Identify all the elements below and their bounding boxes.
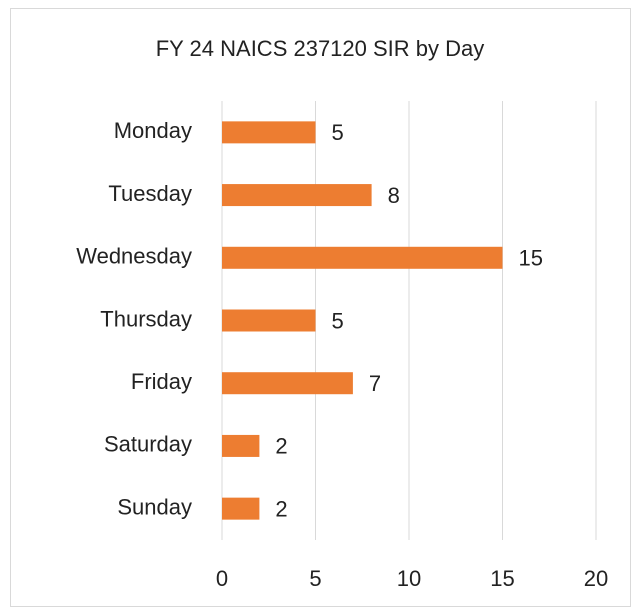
- data-label: 15: [519, 246, 543, 271]
- data-label: 7: [369, 371, 381, 396]
- x-tick-label: 10: [397, 566, 421, 591]
- bar: [222, 309, 316, 332]
- data-label: 5: [332, 308, 344, 333]
- y-tick-label: Wednesday: [76, 244, 192, 269]
- bar: [222, 434, 260, 457]
- bar: [222, 497, 260, 520]
- y-tick-label: Friday: [131, 369, 192, 394]
- x-tick-label: 5: [309, 566, 321, 591]
- bar: [222, 246, 503, 269]
- data-label: 5: [332, 120, 344, 145]
- y-tick-label: Sunday: [117, 494, 192, 519]
- data-label: 2: [275, 434, 287, 459]
- y-tick-label: Thursday: [100, 306, 192, 331]
- y-tick-label: Tuesday: [108, 181, 192, 206]
- data-label: 8: [388, 183, 400, 208]
- x-tick-label: 20: [584, 566, 608, 591]
- bar: [222, 121, 316, 144]
- chart-title: FY 24 NAICS 237120 SIR by Day: [156, 36, 485, 61]
- chart-border: [10, 8, 631, 607]
- data-label: 2: [275, 496, 287, 521]
- y-tick-label: Saturday: [104, 432, 192, 457]
- bar: [222, 372, 353, 395]
- x-tick-label: 15: [490, 566, 514, 591]
- bar: [222, 184, 372, 207]
- x-tick-label: 0: [216, 566, 228, 591]
- y-tick-label: Monday: [114, 118, 192, 143]
